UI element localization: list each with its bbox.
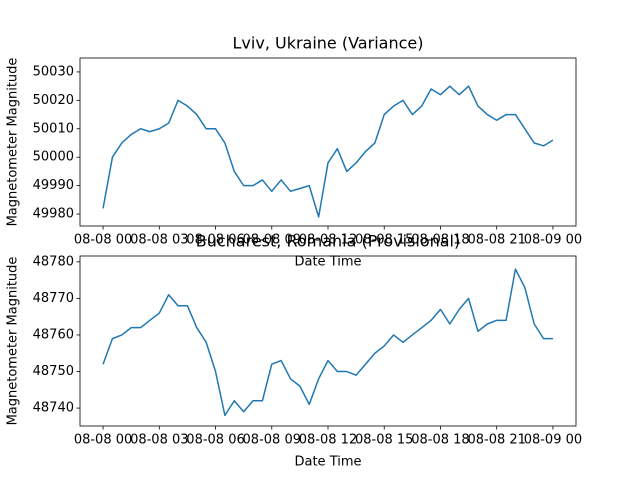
y-axis-label: Magnetometer Magnitude bbox=[6, 257, 21, 426]
x-tick-label: 08-08 21 bbox=[467, 233, 525, 248]
y-tick-label: 50010 bbox=[33, 121, 74, 136]
x-tick-label: 08-08 18 bbox=[411, 433, 469, 448]
x-tick-label: 08-08 06 bbox=[186, 433, 244, 448]
x-tick-label: 08-08 15 bbox=[355, 233, 413, 248]
y-tick-label: 48750 bbox=[33, 364, 74, 379]
axes-frame bbox=[79, 255, 577, 427]
y-tick-label: 50030 bbox=[33, 64, 74, 79]
x-tick-label: 08-08 00 bbox=[74, 433, 132, 448]
y-tick-label: 50000 bbox=[33, 150, 74, 165]
x-axis-label: Date Time bbox=[294, 255, 361, 270]
x-axis-label: Date Time bbox=[294, 455, 361, 470]
y-axis-label: Magnetometer Magnitude bbox=[6, 58, 21, 227]
x-tick-label: 08-08 09 bbox=[243, 433, 301, 448]
x-tick-label: 08-08 06 bbox=[186, 233, 244, 248]
x-tick-label: 08-08 03 bbox=[130, 233, 188, 248]
x-tick-label: 08-08 18 bbox=[411, 233, 469, 248]
x-tick-label: 08-08 03 bbox=[130, 433, 188, 448]
x-tick-label: 08-09 00 bbox=[524, 233, 582, 248]
x-tick-label: 08-08 12 bbox=[299, 233, 357, 248]
y-tick-label: 50020 bbox=[33, 93, 74, 108]
y-tick-label: 48780 bbox=[33, 254, 74, 269]
y-tick-label: 49980 bbox=[33, 207, 74, 222]
x-tick-label: 08-08 15 bbox=[355, 433, 413, 448]
chart-title: Bucharest, Romania (Provisional) bbox=[196, 232, 461, 251]
x-tick-label: 08-08 12 bbox=[299, 433, 357, 448]
data-line bbox=[102, 268, 553, 417]
y-tick-label: 48770 bbox=[33, 291, 74, 306]
x-tick-label: 08-08 09 bbox=[243, 233, 301, 248]
data-line bbox=[102, 85, 554, 218]
x-tick-label: 08-08 00 bbox=[74, 233, 132, 248]
axes-frame bbox=[79, 57, 577, 227]
y-tick-label: 48740 bbox=[33, 401, 74, 416]
x-tick-label: 08-09 00 bbox=[524, 433, 582, 448]
x-tick-label: 08-08 21 bbox=[467, 433, 525, 448]
chart-title: Lviv, Ukraine (Variance) bbox=[233, 34, 424, 53]
y-tick-label: 49990 bbox=[33, 178, 74, 193]
y-tick-label: 48760 bbox=[33, 327, 74, 342]
